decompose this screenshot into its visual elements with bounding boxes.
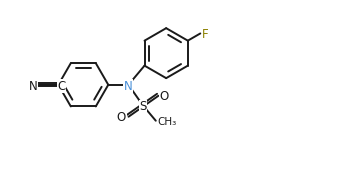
Text: N: N [28, 80, 37, 93]
Text: F: F [202, 29, 209, 41]
Text: O: O [160, 90, 169, 103]
Text: O: O [117, 111, 126, 124]
Text: N: N [124, 80, 133, 93]
Text: C: C [57, 80, 65, 93]
Text: S: S [139, 100, 147, 113]
Text: CH₃: CH₃ [157, 117, 176, 127]
Text: N: N [28, 80, 37, 93]
